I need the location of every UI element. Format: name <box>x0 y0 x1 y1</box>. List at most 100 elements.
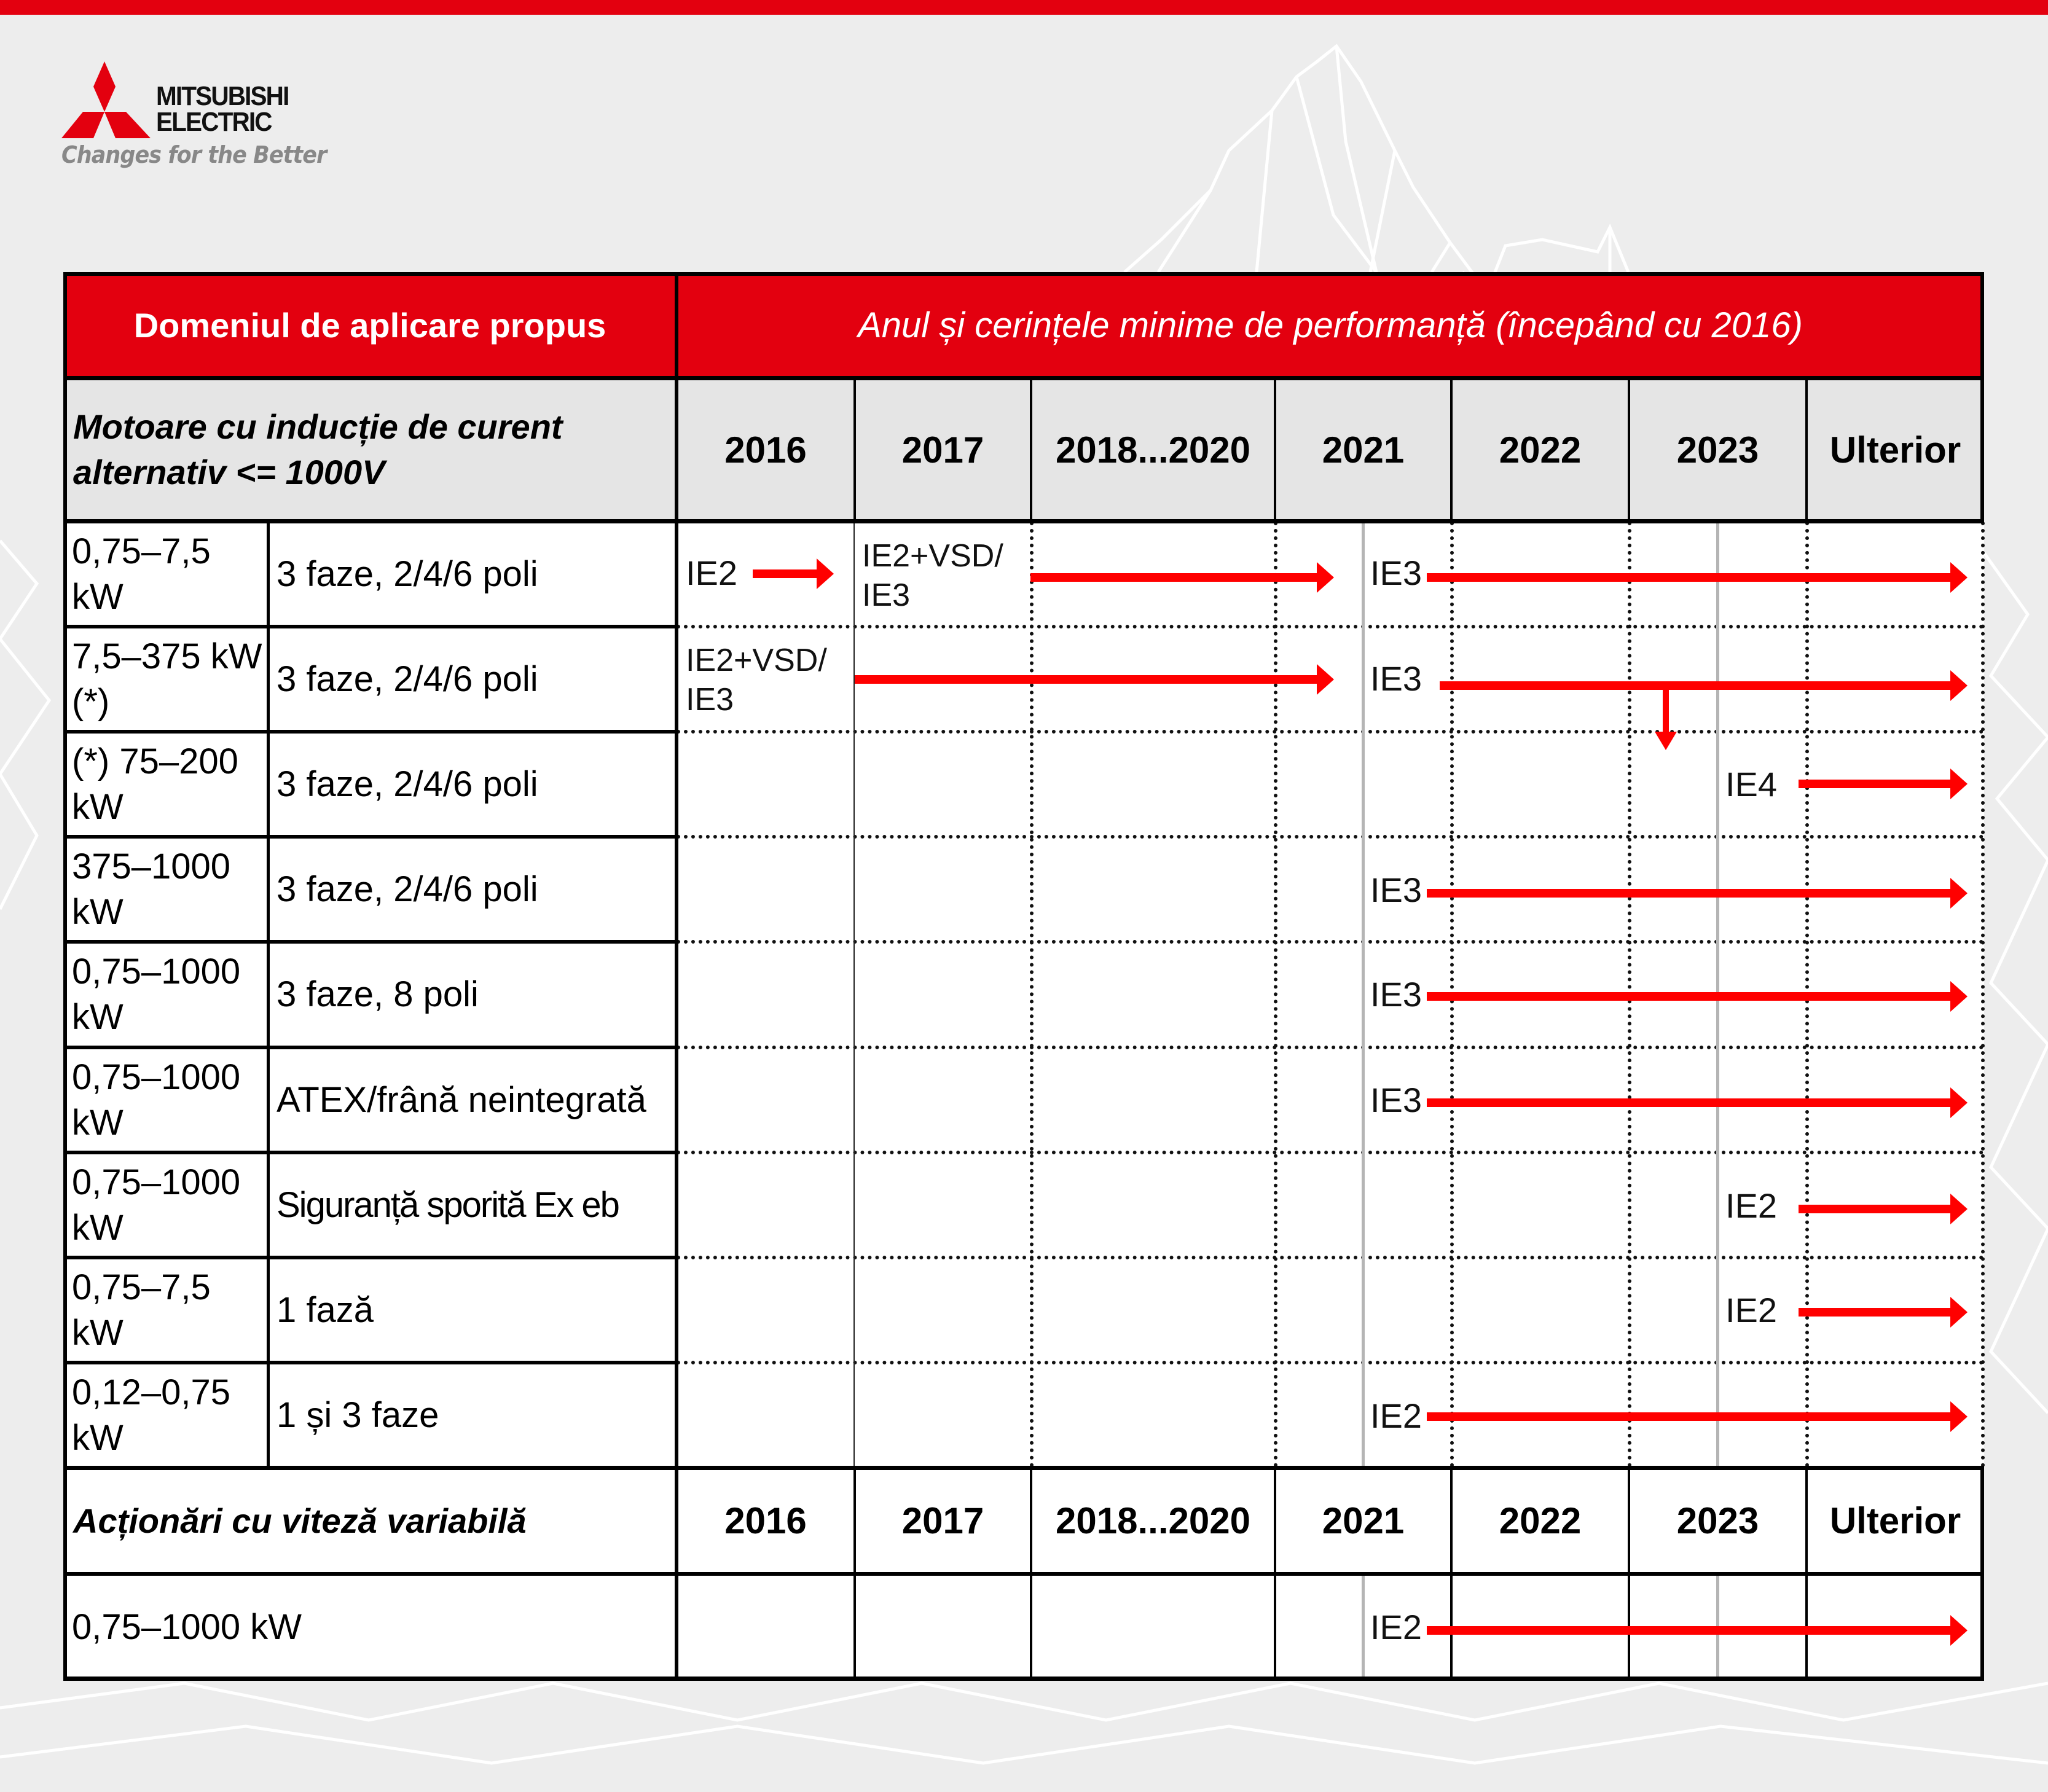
border <box>1450 378 1453 522</box>
vsd-row-step-1-label: IE2 <box>1370 1608 1422 1646</box>
column-divider <box>1030 522 1034 1468</box>
row-6-step-1-label: IE3 <box>1370 1081 1422 1119</box>
row-divider <box>677 1256 1984 1259</box>
border <box>267 522 270 1468</box>
arrow-right-icon <box>1030 562 1334 593</box>
section-title-vsd: Acționări cu viteză variabilă <box>63 1468 677 1574</box>
border <box>63 1572 1984 1576</box>
header-years-requirements: Anul și cerințele minime de performanță … <box>677 272 1984 378</box>
vsd-year-2021: 2021 <box>1275 1468 1451 1574</box>
border <box>63 625 677 628</box>
row-7-power: 0,75–1000 kW <box>63 1152 268 1258</box>
vsd-year-2017: 2017 <box>855 1468 1031 1574</box>
border <box>1274 378 1276 522</box>
row-5-power: 0,75–1000 kW <box>63 942 268 1047</box>
row-1-type: 3 faze, 2/4/6 poli <box>268 522 677 627</box>
row-4-type: 3 faze, 2/4/6 poli <box>268 837 677 942</box>
arrow-right-icon <box>1427 562 1968 593</box>
border <box>63 376 1984 380</box>
row-divider <box>677 1151 1984 1154</box>
row-2-type: 3 faze, 2/4/6 poli <box>268 627 677 732</box>
year-later: Ulterior <box>1807 378 1984 522</box>
row-4-step-1-label: IE3 <box>1370 871 1422 909</box>
year-2023: 2023 <box>1629 378 1807 522</box>
row-2-step-1-label: IE2+VSD/ IE3 <box>686 643 827 718</box>
arrow-down-icon <box>1663 685 1669 734</box>
vsd-year-later: Ulterior <box>1807 1468 1984 1574</box>
header-scope: Domeniul de aplicare propus <box>63 272 677 378</box>
midyear-guide <box>1362 522 1365 1468</box>
border <box>63 1361 677 1364</box>
column-divider-wavy <box>853 522 855 1468</box>
row-9-type: 1 și 3 faze <box>268 1363 677 1468</box>
arrow-right-icon <box>1440 670 1968 701</box>
row-6-type: ATEX/frână neintegrată <box>268 1047 677 1152</box>
arrow-right-icon <box>1427 1087 1968 1118</box>
vsd-year-2022: 2022 <box>1451 1468 1629 1574</box>
vsd-year-2016: 2016 <box>677 1468 855 1574</box>
year-2016: 2016 <box>677 378 855 522</box>
border <box>63 272 1984 276</box>
arrow-right-icon <box>1799 769 1968 799</box>
border <box>63 835 677 839</box>
row-divider <box>677 940 1984 944</box>
border <box>63 519 1984 523</box>
arrow-right-icon <box>1799 1194 1968 1224</box>
row-1-step-3-label: IE3 <box>1370 554 1422 592</box>
row-divider <box>677 730 1984 734</box>
border <box>853 378 856 522</box>
year-2018-2020: 2018...2020 <box>1031 378 1275 522</box>
arrow-right-icon <box>855 664 1334 695</box>
border <box>63 940 677 944</box>
border <box>63 1151 677 1154</box>
row-3-step-1-label: IE4 <box>1725 765 1778 804</box>
border <box>1805 1468 1808 1680</box>
border <box>1628 378 1630 522</box>
row-1-step-1-label: IE2 <box>686 554 738 592</box>
border <box>1030 378 1032 522</box>
vsd-year-2023: 2023 <box>1629 1468 1807 1574</box>
border <box>1805 378 1808 522</box>
border <box>853 1468 856 1680</box>
row-6-power: 0,75–1000 kW <box>63 1047 268 1152</box>
row-divider <box>677 835 1984 839</box>
border <box>1980 272 1984 522</box>
row-7-type: Siguranță sporită Ex eb <box>268 1152 677 1258</box>
year-2022: 2022 <box>1451 378 1629 522</box>
row-9-step-1-label: IE2 <box>1370 1396 1422 1435</box>
mitsubishi-electric-logo: MITSUBISHI ELECTRIC Changes for the Bett… <box>61 61 344 172</box>
border <box>63 272 67 1680</box>
arrow-right-icon <box>1427 1615 1968 1646</box>
row-5-step-1-label: IE3 <box>1370 975 1422 1014</box>
vsd-year-2018-2020: 2018...2020 <box>1031 1468 1275 1574</box>
efficiency-requirements-table: Domeniul de aplicare propus Anul și ceri… <box>63 272 1985 1681</box>
arrow-right-icon <box>1427 981 1968 1012</box>
top-accent-bar <box>0 0 2048 15</box>
section-title-motors: Motoare cu inducție de curent alternativ… <box>63 378 677 522</box>
arrow-right-icon <box>1799 1297 1968 1328</box>
year-2021: 2021 <box>1275 378 1451 522</box>
border <box>63 1256 677 1259</box>
border <box>63 1466 1984 1470</box>
border <box>63 730 677 734</box>
vsd-row-power: 0,75–1000 kW <box>63 1574 677 1680</box>
row-4-power: 375–1000 kW <box>63 837 268 942</box>
border <box>1980 1468 1984 1680</box>
border <box>63 1677 1984 1681</box>
row-2-power: 7,5–375 kW (*) <box>63 627 268 732</box>
arrow-right-icon <box>1427 878 1968 909</box>
midyear-guide <box>1362 1574 1365 1680</box>
row-divider <box>677 1046 1984 1049</box>
row-divider <box>677 1361 1984 1364</box>
row-1-power: 0,75–7,5 kW <box>63 522 268 627</box>
three-diamonds-icon <box>61 61 151 138</box>
row-8-power: 0,75–7,5 kW <box>63 1258 268 1363</box>
row-divider <box>677 625 1984 628</box>
border <box>1030 1468 1032 1680</box>
arrow-down-head <box>1655 732 1677 750</box>
row-8-step-1-label: IE2 <box>1725 1291 1778 1329</box>
year-2017: 2017 <box>855 378 1031 522</box>
arrow-right-icon <box>753 558 834 589</box>
border <box>1274 1468 1276 1680</box>
